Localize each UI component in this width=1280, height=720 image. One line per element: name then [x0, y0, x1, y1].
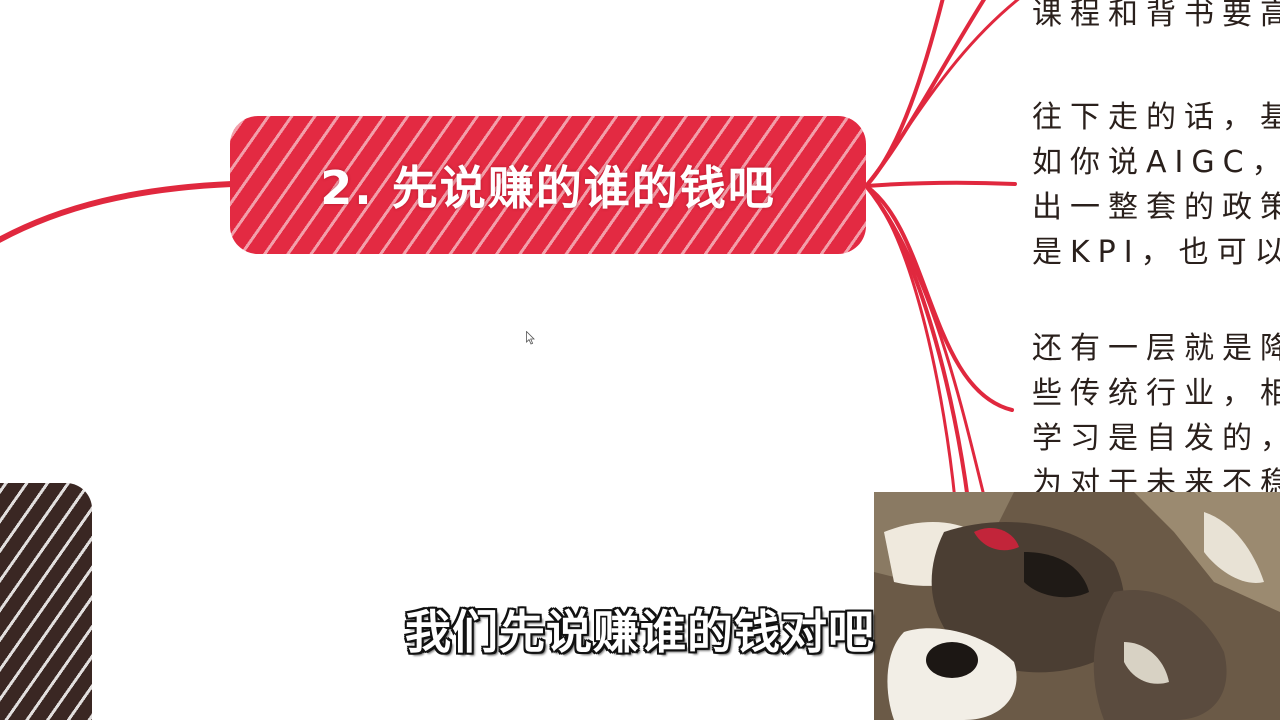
branch-text-line: 往下走的话，基 [1032, 100, 1280, 135]
branch-text-line: 是KPI，也可以 [1032, 235, 1280, 270]
left-dark-node[interactable] [0, 483, 92, 720]
raccoon-mascot-icon [874, 492, 1280, 720]
connector-branch-3 [864, 184, 1014, 412]
mouse-pointer-icon [526, 331, 535, 345]
webcam-overlay [874, 492, 1280, 720]
connector-left-parent [0, 181, 235, 243]
branch-text-line: 如你说AIGC，他 [1032, 145, 1280, 180]
connector-branch-4c [864, 184, 957, 502]
branch-text-line: 课程和背书要高 [1032, 0, 1280, 32]
connector-branch-4b [864, 184, 987, 502]
branch-text-line: 还有一层就是降 [1032, 331, 1280, 366]
branch-text-line: 出一整套的政策 [1032, 190, 1280, 225]
connector-branch-1c [864, 0, 1020, 188]
branch-text-line: 学习是自发的， [1032, 421, 1280, 456]
topic-label: 2. 先说赚的谁的钱吧 [320, 161, 776, 215]
subtitle-caption: 我们先说赚谁的钱对吧 [405, 605, 875, 659]
topic-node[interactable]: 2. 先说赚的谁的钱吧 [230, 116, 866, 254]
connector-branch-2 [864, 180, 1017, 188]
connector-branch-4a [864, 184, 970, 502]
branch-text-line: 些传统行业，相 [1032, 376, 1280, 411]
